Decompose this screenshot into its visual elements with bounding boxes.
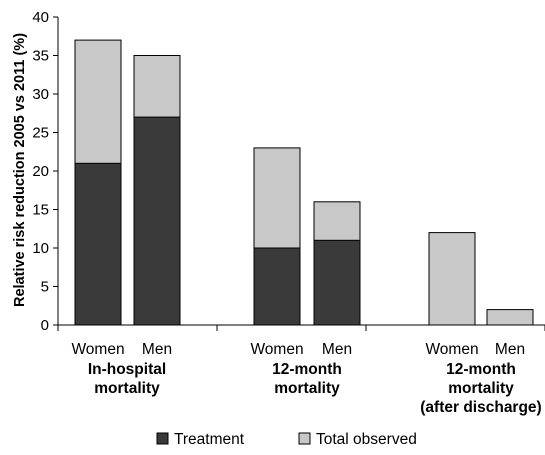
y-tick-label: 20 bbox=[32, 163, 49, 180]
x-category-label: Women bbox=[425, 341, 478, 358]
legend-swatch bbox=[298, 432, 311, 445]
x-group-label: mortality bbox=[94, 380, 160, 397]
y-tick-label: 0 bbox=[41, 317, 49, 334]
bar-total-observed bbox=[428, 232, 476, 326]
bar-total-observed bbox=[486, 309, 534, 326]
y-tick-label: 30 bbox=[32, 86, 49, 103]
bar-treatment bbox=[313, 239, 361, 326]
y-tick-label: 15 bbox=[32, 202, 49, 219]
y-tick-label: 10 bbox=[32, 240, 49, 257]
x-group-label: 12-month bbox=[272, 361, 342, 378]
y-axis-label: Relative risk reduction 2005 vs 2011 (%) bbox=[12, 33, 28, 307]
bar-treatment bbox=[133, 116, 181, 326]
x-category-label: Women bbox=[250, 341, 303, 358]
y-tick-label: 25 bbox=[32, 125, 49, 142]
x-group-label: mortality bbox=[448, 380, 514, 397]
x-category-label: Men bbox=[322, 341, 352, 358]
y-tick-label: 40 bbox=[32, 9, 49, 26]
x-group-label: (after discharge) bbox=[420, 399, 541, 416]
x-category-label: Women bbox=[71, 341, 124, 358]
x-category-label: Men bbox=[495, 341, 525, 358]
legend-label: Total observed bbox=[316, 431, 417, 448]
bar-treatment bbox=[253, 247, 301, 326]
y-tick-label: 5 bbox=[41, 279, 49, 296]
x-category-label: Men bbox=[142, 341, 172, 358]
x-group-label: 12-month bbox=[446, 361, 516, 378]
x-group-label: mortality bbox=[274, 380, 340, 397]
bar-treatment bbox=[74, 162, 122, 326]
legend-label: Treatment bbox=[174, 431, 245, 448]
y-tick-label: 35 bbox=[32, 48, 49, 65]
x-group-label: In-hospital bbox=[88, 361, 166, 378]
legend-swatch bbox=[156, 432, 169, 445]
